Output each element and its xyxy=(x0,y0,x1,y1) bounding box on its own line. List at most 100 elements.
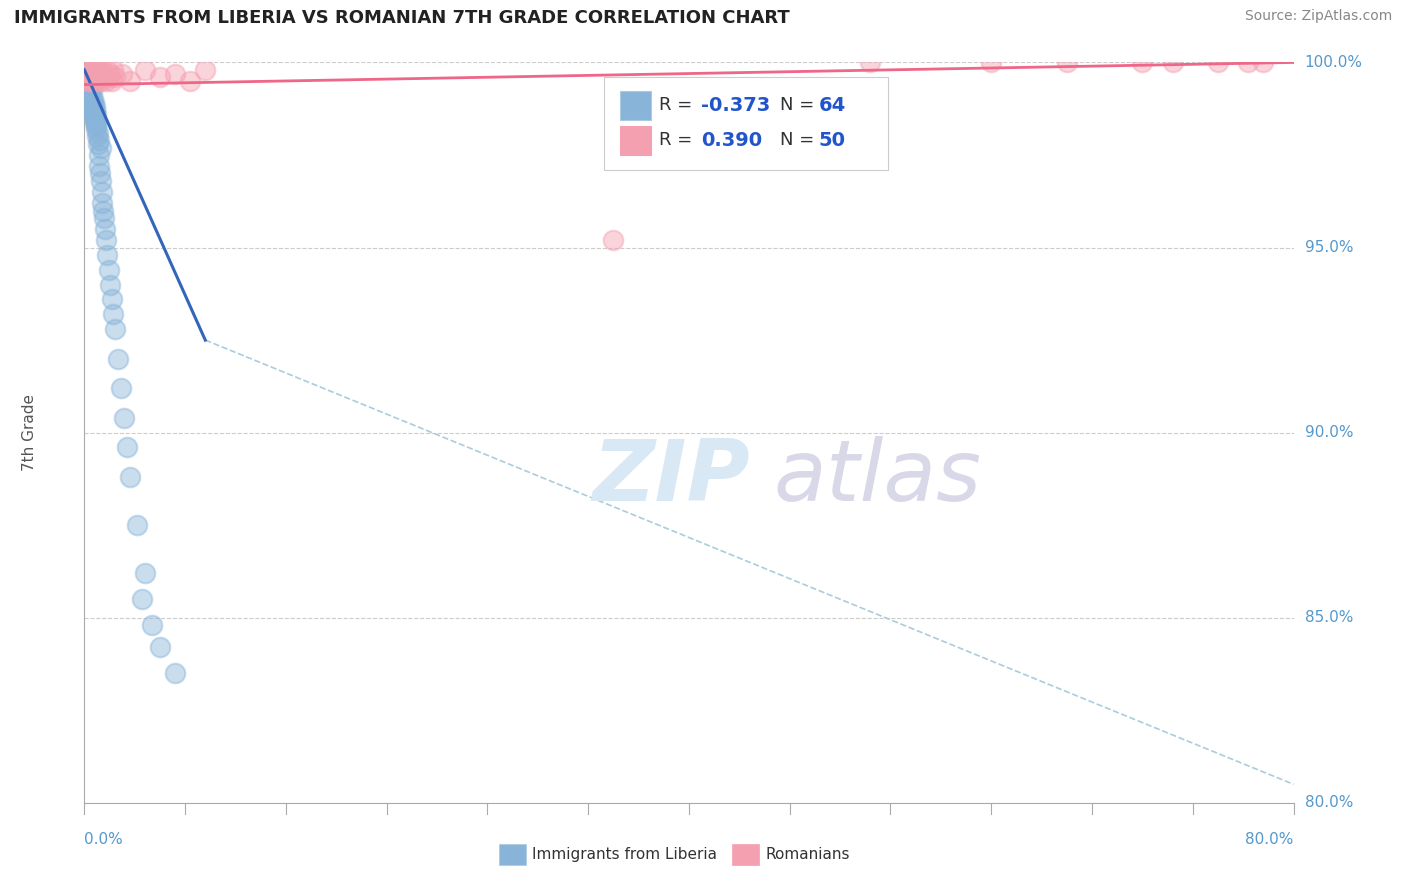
Point xyxy=(111,66,134,80)
Text: -0.373: -0.373 xyxy=(702,95,770,115)
Point xyxy=(80,100,103,114)
Point xyxy=(91,196,114,211)
Point xyxy=(90,185,112,199)
Point xyxy=(101,307,124,321)
Point xyxy=(1056,55,1078,70)
Text: 100.0%: 100.0% xyxy=(1305,55,1362,70)
Point xyxy=(83,111,105,125)
Point xyxy=(86,66,108,80)
Text: 85.0%: 85.0% xyxy=(1305,610,1353,625)
Point xyxy=(77,74,100,88)
Point xyxy=(115,441,138,455)
FancyBboxPatch shape xyxy=(605,78,889,169)
Point xyxy=(1253,55,1275,70)
Point xyxy=(83,100,105,114)
Text: Source: ZipAtlas.com: Source: ZipAtlas.com xyxy=(1244,9,1392,23)
Text: N =: N = xyxy=(780,96,820,114)
Point xyxy=(1161,55,1184,70)
Point xyxy=(131,592,153,607)
Point xyxy=(79,66,101,80)
Text: 80.0%: 80.0% xyxy=(1246,832,1294,847)
Point xyxy=(84,111,107,125)
Point xyxy=(90,74,112,88)
Point xyxy=(84,62,107,77)
Point xyxy=(84,114,107,128)
Point xyxy=(80,74,103,88)
Point xyxy=(86,129,108,144)
Text: 7th Grade: 7th Grade xyxy=(22,394,38,471)
Point xyxy=(1206,55,1229,70)
Point xyxy=(82,103,104,118)
FancyBboxPatch shape xyxy=(620,126,651,154)
Point xyxy=(86,70,108,85)
Point xyxy=(104,322,127,336)
Text: 0.0%: 0.0% xyxy=(84,832,124,847)
Point xyxy=(80,66,103,80)
Point xyxy=(76,78,98,92)
Point xyxy=(82,93,104,107)
Point xyxy=(980,55,1002,70)
Point xyxy=(91,203,114,218)
Point xyxy=(96,248,118,262)
Point xyxy=(165,666,187,681)
Point xyxy=(84,70,107,85)
Point xyxy=(79,88,101,103)
Point xyxy=(94,233,117,247)
Point xyxy=(87,62,110,77)
Point xyxy=(149,640,172,655)
Point xyxy=(101,62,124,77)
Point xyxy=(179,74,201,88)
Point xyxy=(89,159,111,173)
Point xyxy=(82,85,104,99)
Point xyxy=(79,62,101,77)
Point xyxy=(84,119,107,133)
Point xyxy=(90,62,112,77)
Point xyxy=(134,62,156,77)
Point xyxy=(87,126,110,140)
Point xyxy=(98,277,121,292)
Point xyxy=(83,96,105,111)
Point xyxy=(80,78,103,92)
Point xyxy=(79,88,101,103)
Point xyxy=(76,70,98,85)
Text: IMMIGRANTS FROM LIBERIA VS ROMANIAN 7TH GRADE CORRELATION CHART: IMMIGRANTS FROM LIBERIA VS ROMANIAN 7TH … xyxy=(14,9,790,27)
Point xyxy=(87,136,110,151)
Text: Immigrants from Liberia: Immigrants from Liberia xyxy=(531,847,717,863)
Point xyxy=(134,566,156,581)
Point xyxy=(82,70,104,85)
Point xyxy=(89,133,111,147)
Text: N =: N = xyxy=(780,131,820,149)
Point xyxy=(80,66,103,80)
Point xyxy=(98,66,121,80)
Point xyxy=(87,74,110,88)
Text: ZIP: ZIP xyxy=(592,435,749,518)
Point xyxy=(84,74,107,88)
FancyBboxPatch shape xyxy=(620,91,651,120)
Point xyxy=(165,66,187,80)
Point xyxy=(96,62,118,77)
Point xyxy=(77,81,100,95)
Point xyxy=(91,70,114,85)
Point xyxy=(84,107,107,121)
Text: Romanians: Romanians xyxy=(765,847,849,863)
Point xyxy=(112,410,135,425)
Point xyxy=(82,107,104,121)
Point xyxy=(97,70,120,85)
Text: R =: R = xyxy=(659,96,697,114)
FancyBboxPatch shape xyxy=(499,844,526,865)
Text: R =: R = xyxy=(659,131,697,149)
Point xyxy=(80,96,103,111)
Text: 80.0%: 80.0% xyxy=(1305,796,1353,810)
Point xyxy=(89,70,111,85)
Point xyxy=(110,381,132,395)
Text: 50: 50 xyxy=(818,130,845,150)
Point xyxy=(93,211,115,225)
Point xyxy=(141,618,163,632)
Point xyxy=(859,55,882,70)
Point xyxy=(86,119,108,133)
Point xyxy=(104,70,127,85)
Point xyxy=(602,233,624,247)
Text: 90.0%: 90.0% xyxy=(1305,425,1353,440)
Point xyxy=(94,222,117,236)
Point xyxy=(1237,55,1260,70)
